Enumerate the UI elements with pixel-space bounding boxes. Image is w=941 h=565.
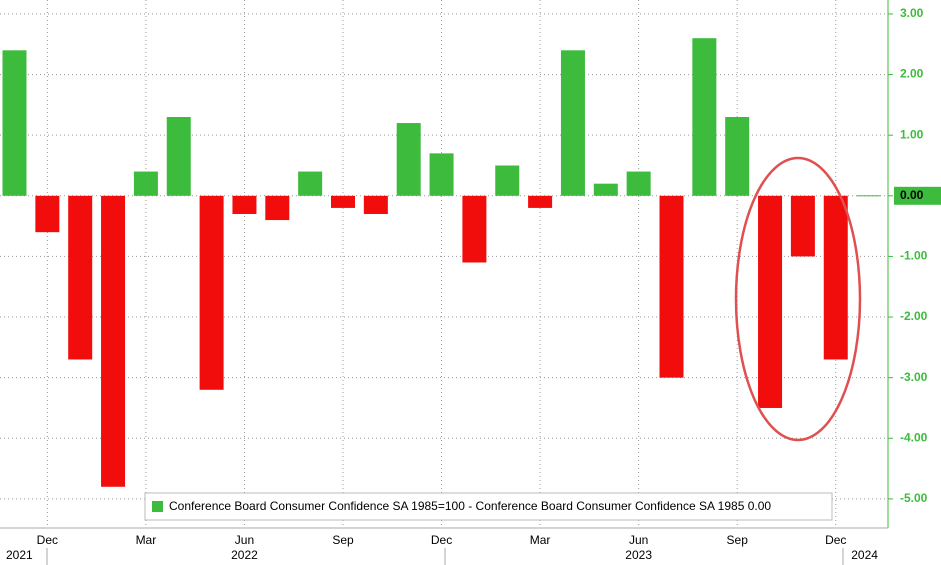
- bar: [199, 195, 224, 390]
- bar: [560, 50, 585, 196]
- y-tick-label: 3.00: [900, 6, 924, 20]
- legend-label: Conference Board Consumer Confidence SA …: [169, 499, 771, 513]
- bar: [692, 38, 717, 196]
- bar: [593, 183, 618, 196]
- bar: [429, 153, 454, 196]
- bar: [133, 171, 158, 196]
- bar: [659, 195, 684, 378]
- legend-box: [144, 492, 833, 521]
- x-tick-label: Sep: [332, 533, 354, 547]
- bar: [856, 195, 881, 197]
- last-value-box: [894, 186, 941, 205]
- x-tick-label: Dec: [431, 533, 452, 547]
- y-tick-label: 2.00: [900, 67, 924, 81]
- bar: [725, 116, 750, 196]
- bar: [68, 195, 93, 360]
- bar: [2, 50, 27, 196]
- bar: [331, 195, 355, 208]
- x-tick-label: Dec: [825, 533, 846, 547]
- y-tick-label: 1.00: [900, 127, 924, 141]
- y-tick-label: -5.00: [900, 491, 928, 505]
- bar: [232, 195, 257, 214]
- year-label: 2022: [231, 548, 258, 562]
- x-tick-label: Dec: [37, 533, 58, 547]
- bar: [823, 195, 848, 360]
- y-tick-label: 0.00: [900, 188, 924, 202]
- y-tick-label: -3.00: [900, 370, 928, 384]
- x-tick-label: Jun: [235, 533, 254, 547]
- bar: [166, 116, 191, 196]
- highlight-ellipse: [734, 156, 862, 442]
- bar: [101, 195, 126, 487]
- bar: [462, 195, 487, 263]
- bar: [265, 195, 290, 221]
- x-tick-label: Sep: [727, 533, 749, 547]
- bar: [298, 171, 323, 196]
- bar: [35, 195, 60, 233]
- bar: [495, 165, 520, 196]
- bar: [363, 195, 388, 214]
- bar: [396, 123, 421, 196]
- bar: [528, 195, 553, 208]
- bar: [626, 171, 651, 196]
- y-tick-label: -2.00: [900, 309, 928, 323]
- bar: [790, 195, 815, 257]
- x-tick-label: Mar: [136, 533, 157, 547]
- bar: [758, 195, 783, 408]
- year-label: 2023: [625, 548, 652, 562]
- legend-swatch: [152, 501, 163, 512]
- x-tick-label: Mar: [530, 533, 551, 547]
- x-tick-label: Jun: [629, 533, 648, 547]
- year-label: 2021: [6, 548, 33, 562]
- y-tick-label: -1.00: [900, 249, 928, 263]
- y-tick-label: -4.00: [900, 430, 928, 444]
- year-label: 2024: [851, 548, 878, 562]
